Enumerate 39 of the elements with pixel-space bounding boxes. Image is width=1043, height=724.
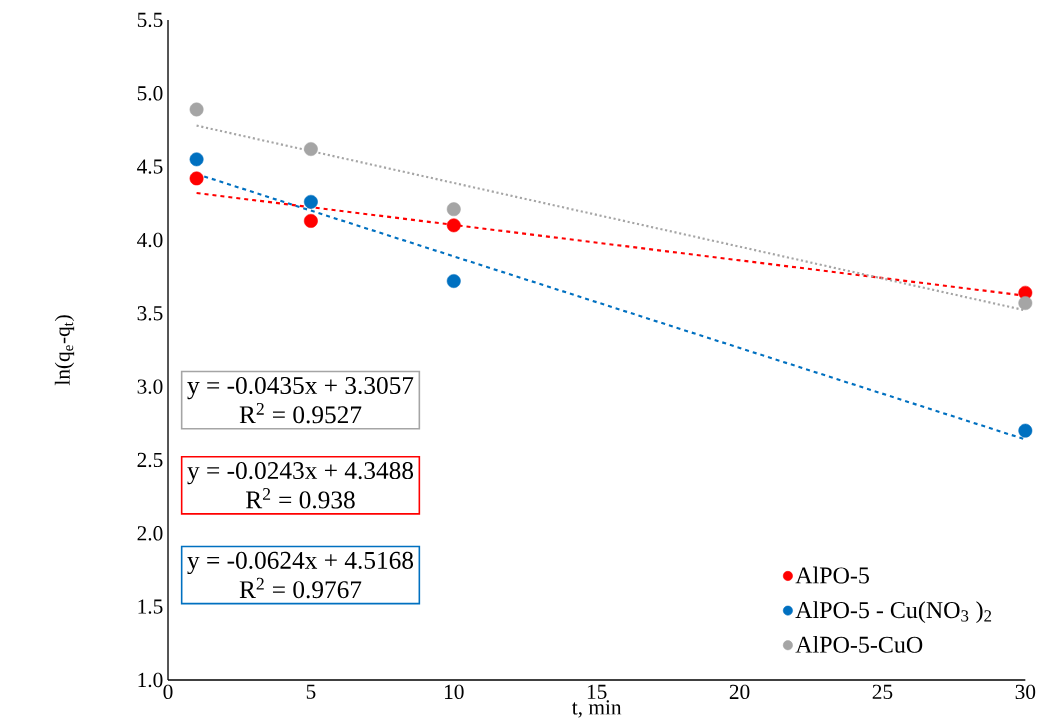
point — [303, 213, 318, 228]
point — [189, 152, 204, 167]
x-tick-label: 25 — [872, 684, 893, 700]
point — [303, 142, 318, 156]
x-tick-label: 20 — [729, 684, 750, 700]
annotation: R$^{2}$ = 0.938 — [246, 488, 355, 509]
y-tick-label: 4.5 — [137, 159, 163, 174]
x-tick-label: 30 — [1015, 684, 1036, 700]
x-tick-label: 10 — [445, 684, 464, 700]
annotation: y = -0.0624x + 4.5168 — [187, 551, 414, 575]
x-axis-title: t, min — [571, 700, 622, 718]
annotation: y = -0.0435x + 3.3057 — [187, 376, 414, 400]
annotation: R$^{2}$ = 0.9527 — [239, 402, 362, 424]
x-tick-label: 0 — [163, 684, 173, 700]
point — [446, 218, 461, 233]
point — [446, 274, 461, 288]
y-tick-label: 5.5 — [137, 12, 163, 28]
y-tick-label: 1.5 — [138, 599, 163, 614]
y-tick-label: 4.0 — [137, 232, 163, 248]
point — [446, 202, 461, 217]
point — [303, 194, 318, 209]
x-tick-label: 5 — [306, 684, 316, 699]
y-tick-label: 3.0 — [137, 379, 163, 394]
y-tick-label: 2.0 — [137, 526, 163, 541]
legend-label: AlPO-5 — [795, 566, 869, 584]
annotation: R$^{2}$ = 0.9767 — [239, 577, 362, 599]
point — [1018, 296, 1033, 310]
legend-label: AlPO-5-CuO — [795, 635, 923, 653]
y-tick-label: 1.0 — [138, 672, 163, 688]
y-tick-label: 5.0 — [137, 86, 163, 101]
x-tick-label: 15 — [587, 684, 607, 699]
point — [189, 102, 204, 117]
y-axis-title: ln(q$_{e}$-q$_{t}$) — [54, 315, 75, 386]
point — [1018, 423, 1033, 438]
point — [189, 171, 204, 186]
annotation: y = -0.0243x + 4.3488 — [187, 462, 414, 485]
y-tick-label: 3.5 — [137, 306, 163, 321]
y-tick-label: 2.5 — [137, 452, 163, 468]
legend-label: AlPO-5 - Cu(NO$_{3}$ )$_{2}$ — [795, 601, 992, 624]
